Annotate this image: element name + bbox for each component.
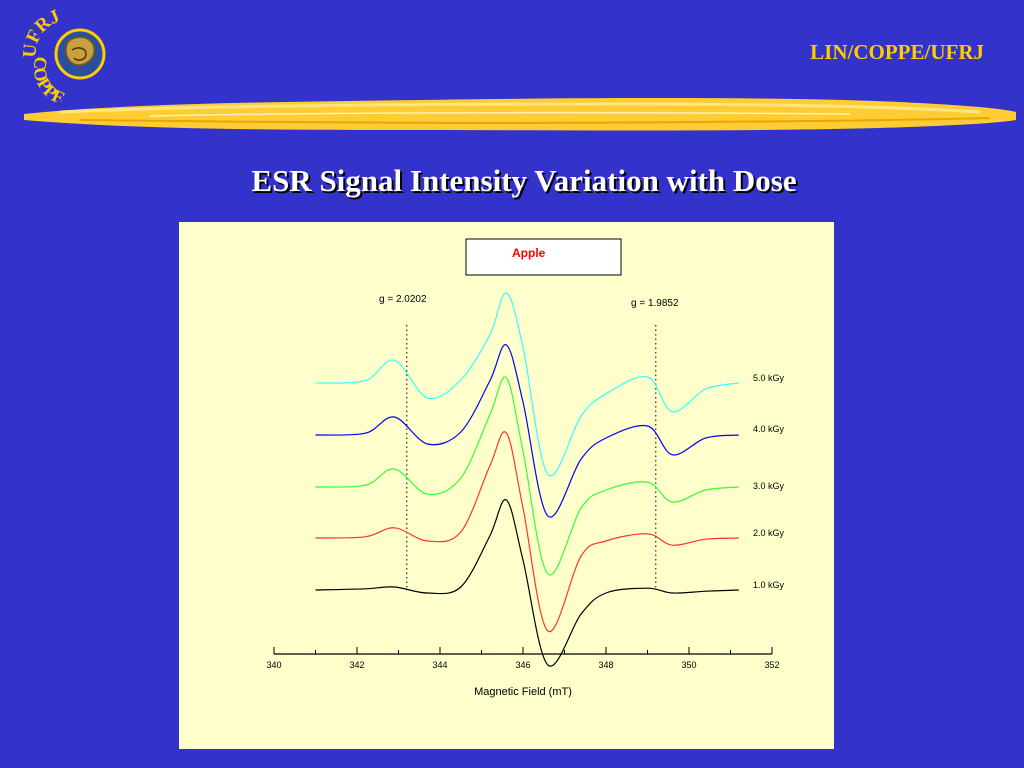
- series-line: [315, 344, 739, 518]
- esr-chart: Apple g = 2.0202 g = 1.9852 5.0 kGy 4.0 kGy 3…: [266, 238, 785, 698]
- series-label: 5.0 kGy: [753, 373, 785, 383]
- x-tick-label: 350: [681, 660, 696, 670]
- x-tick-label: 342: [349, 660, 364, 670]
- series-label: 4.0 kGy: [753, 424, 785, 434]
- series-label: 2.0 kGy: [753, 528, 785, 538]
- series-line: [315, 376, 739, 576]
- legend-label: Apple: [512, 246, 546, 260]
- g-annotation: g = 2.0202: [379, 294, 427, 305]
- ufrj-coppe-logo: UFRJ COPPE: [22, 6, 106, 102]
- legend-box: [465, 238, 622, 276]
- g-annotation: g = 1.9852: [631, 298, 679, 309]
- x-tick-label: 352: [764, 660, 779, 670]
- x-tick-label: 340: [266, 660, 281, 670]
- x-tick-label: 348: [598, 660, 613, 670]
- series-label: 3.0 kGy: [753, 481, 785, 491]
- chart-panel: Apple g = 2.0202 g = 1.9852 5.0 kGy 4.0 kGy 3…: [179, 222, 834, 749]
- decorative-brush-stroke: [24, 98, 1016, 131]
- x-axis-title: Magnetic Field (mT): [474, 686, 572, 698]
- slide-title: ESR Signal Intensity Variation with Dose: [251, 163, 797, 198]
- x-tick-label: 344: [432, 660, 447, 670]
- series-line: [315, 499, 739, 667]
- series-line: [315, 431, 739, 632]
- x-tick-label: 346: [515, 660, 530, 670]
- org-label: LIN/COPPE/UFRJ: [810, 40, 984, 64]
- series-label: 1.0 kGy: [753, 580, 785, 590]
- series-line: [315, 292, 739, 477]
